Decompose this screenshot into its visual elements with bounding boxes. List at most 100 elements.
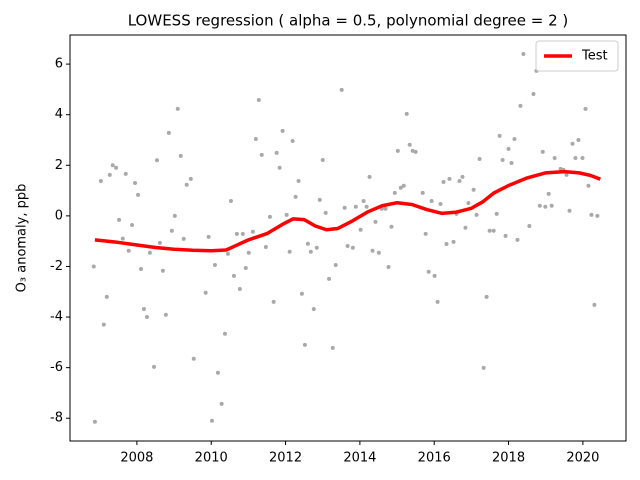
scatter-point — [395, 148, 400, 153]
y-tick-label: -8 — [50, 411, 63, 426]
y-tick-label: -6 — [50, 360, 63, 375]
scatter-point — [540, 149, 545, 154]
chart-title: LOWESS regression ( alpha = 0.5, polynom… — [128, 12, 569, 30]
scatter-point — [274, 150, 279, 155]
scatter-point — [184, 182, 189, 187]
scatter-point — [435, 299, 440, 304]
y-tick-label: 2 — [55, 158, 63, 173]
scatter-point — [277, 165, 282, 170]
scatter-point — [487, 228, 492, 233]
x-tick-label: 2014 — [343, 451, 376, 466]
scatter-point — [311, 306, 316, 311]
scatter-point — [441, 179, 446, 184]
scatter-point — [407, 142, 412, 147]
scatter-point — [123, 171, 128, 176]
scatter-point — [317, 197, 322, 202]
scatter-point — [169, 228, 174, 233]
scatter-point — [188, 176, 193, 181]
scatter-point — [333, 262, 338, 267]
scatter-point — [420, 190, 425, 195]
scatter-point — [246, 250, 251, 255]
x-tick-label: 2018 — [492, 451, 525, 466]
scatter-point — [323, 210, 328, 215]
scatter-point — [284, 212, 289, 217]
scatter-point — [438, 201, 443, 206]
scatter-point — [432, 273, 437, 278]
scatter-point — [259, 152, 264, 157]
scatter-point — [147, 250, 152, 255]
scatter-point — [471, 187, 476, 192]
y-axis-label: O₃ anomaly, ppb — [15, 184, 30, 293]
scatter-point — [287, 249, 292, 254]
scatter-point — [595, 213, 600, 218]
scatter-point — [302, 342, 307, 347]
y-tick-label: 6 — [55, 57, 63, 72]
scatter-point — [212, 262, 217, 267]
y-tick-label: 4 — [55, 107, 63, 122]
scatter-point — [314, 245, 319, 250]
scatter-point — [209, 418, 214, 423]
scatter-point — [521, 51, 526, 56]
scatter-point — [423, 231, 428, 236]
scatter-point — [503, 233, 508, 238]
scatter-point — [160, 268, 165, 273]
scatter-point — [104, 294, 109, 299]
scatter-point — [364, 204, 369, 209]
scatter-point — [293, 194, 298, 199]
scatter-point — [429, 198, 434, 203]
scatter-point — [237, 286, 242, 291]
scatter-point — [98, 178, 103, 183]
scatter-point — [271, 299, 276, 304]
scatter-point — [444, 241, 449, 246]
scatter-point — [564, 172, 569, 177]
scatter-point — [481, 365, 486, 370]
scatter-point — [527, 223, 532, 228]
scatter-point — [457, 178, 462, 183]
scatter-point — [243, 265, 248, 270]
scatter-point — [151, 364, 156, 369]
scatter-point — [370, 248, 375, 253]
y-tick-label: -4 — [50, 310, 63, 325]
scatter-point — [222, 331, 227, 336]
scatter-point — [392, 190, 397, 195]
scatter-point — [463, 225, 468, 230]
scatter-point — [126, 248, 131, 253]
scatter-point — [136, 192, 141, 197]
scatter-point — [320, 157, 325, 162]
x-tick-label: 2016 — [418, 451, 451, 466]
scatter-point — [515, 237, 520, 242]
scatter-point — [308, 249, 313, 254]
scatter-point — [327, 276, 332, 281]
scatter-point — [231, 273, 236, 278]
scatter-point — [509, 160, 514, 165]
scatter-point — [506, 146, 511, 151]
scatter-point — [178, 153, 183, 158]
scatter-point — [141, 306, 146, 311]
scatter-point — [386, 264, 391, 269]
scatter-point — [447, 176, 452, 181]
scatter-point — [404, 111, 409, 116]
scatter-point — [172, 213, 177, 218]
scatter-point — [383, 206, 388, 211]
scatter-point — [250, 229, 255, 234]
scatter-point — [497, 133, 502, 138]
scatter-point — [181, 236, 186, 241]
scatter-point — [531, 91, 536, 96]
scatter-point — [253, 136, 258, 141]
scatter-point — [175, 106, 180, 111]
scatter-point — [474, 212, 479, 217]
scatter-point — [345, 243, 350, 248]
legend-label: Test — [581, 49, 608, 64]
scatter-point — [203, 290, 208, 295]
scatter-point — [234, 231, 239, 236]
scatter-point — [114, 165, 119, 170]
scatter-point — [163, 312, 168, 317]
scatter-point — [101, 322, 106, 327]
scatter-point — [592, 302, 597, 307]
scatter-point — [130, 222, 135, 227]
scatter-point — [491, 228, 496, 233]
scatter-point — [280, 128, 285, 133]
scatter-point — [580, 155, 585, 160]
scatter-point — [138, 266, 143, 271]
scatter-point — [413, 149, 418, 154]
